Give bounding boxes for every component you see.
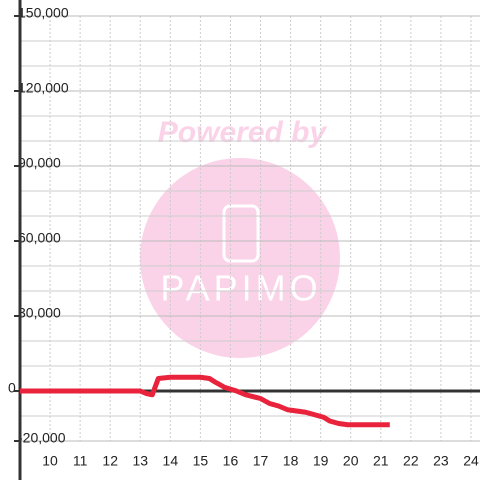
x-tick-label: 14 — [163, 453, 179, 469]
x-tick-label: 21 — [373, 453, 389, 469]
x-tick-label: 24 — [463, 453, 479, 469]
x-tick-label: 17 — [253, 453, 269, 469]
y-tick-label: 150,000 — [18, 5, 69, 21]
x-tick-label: 16 — [223, 453, 239, 469]
x-tick-label: 20 — [343, 453, 359, 469]
x-tick-label: 13 — [132, 453, 148, 469]
x-tick-label: 18 — [283, 453, 299, 469]
watermark-icon — [222, 204, 260, 263]
y-tick-label: 90,000 — [18, 155, 61, 171]
y-tick-label: 60,000 — [18, 230, 61, 246]
x-tick-label: 11 — [73, 453, 88, 469]
y-tick-label: 120,000 — [18, 80, 69, 96]
y-tick-label: 0 — [8, 380, 16, 396]
data-line — [20, 374, 390, 428]
watermark-circle — [140, 158, 340, 358]
y-tick-label: -20,000 — [18, 430, 66, 446]
x-tick-label: 15 — [193, 453, 209, 469]
x-tick-label: 10 — [42, 453, 58, 469]
watermark-logo: PAPIMO — [160, 268, 321, 309]
watermark-text: Powered by — [158, 116, 328, 149]
x-tick-label: 22 — [403, 453, 419, 469]
x-tick-label: 23 — [433, 453, 449, 469]
x-tick-label: 19 — [313, 453, 329, 469]
x-tick-label: 12 — [102, 453, 118, 469]
y-tick-label: 30,000 — [18, 305, 61, 321]
